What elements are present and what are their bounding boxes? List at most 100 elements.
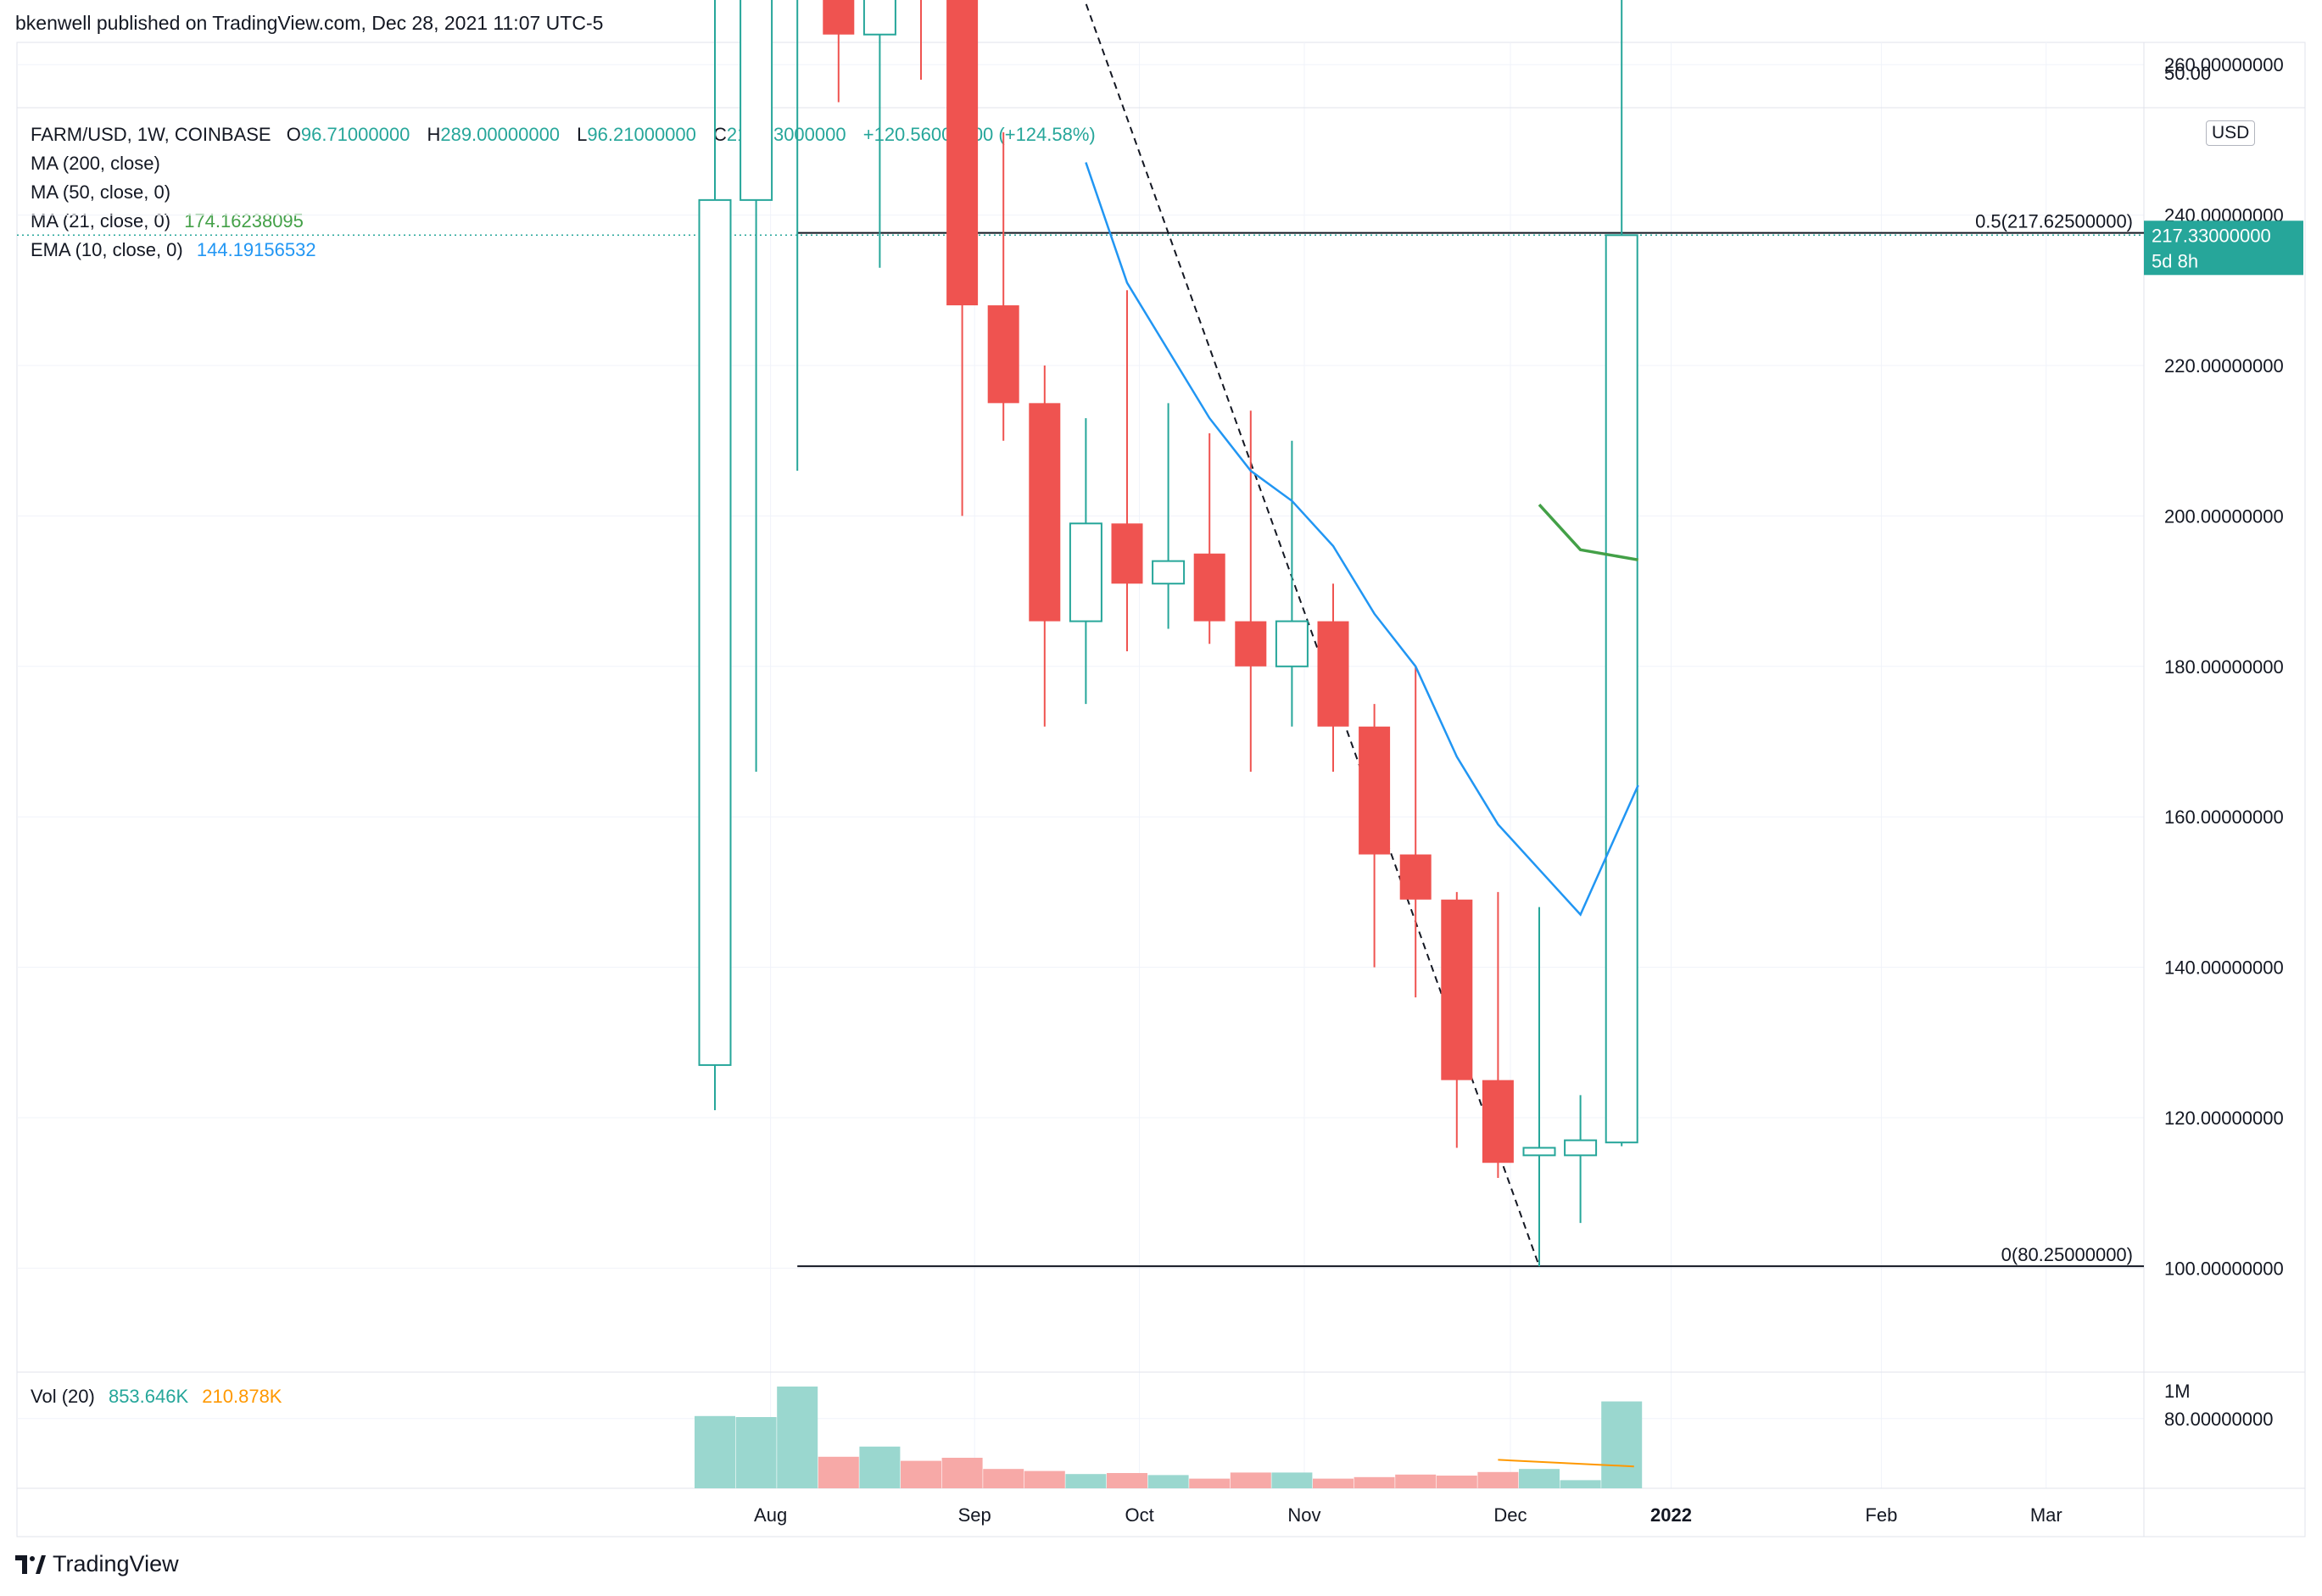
price-axis-label: 50.00 <box>2164 63 2211 84</box>
low-value: 96.21000000 <box>587 124 696 145</box>
ma21-legend[interactable]: MA (21, close, 0) 174.16238095 <box>31 210 304 232</box>
tradingview-logo-icon <box>15 1554 46 1574</box>
candle-body-up <box>1522 1147 1556 1157</box>
volume-ma-value: 210.878K <box>202 1386 282 1407</box>
candle-body-down <box>946 0 979 306</box>
ema10-label: EMA (10, close, 0) <box>31 239 183 260</box>
countdown-label: 5d 8h <box>2152 250 2198 271</box>
volume-bar <box>1560 1480 1601 1488</box>
volume-axis-label: 1M <box>2164 1381 2191 1402</box>
change-value: +120.56000000 (+124.58%) <box>862 124 1096 145</box>
time-axis-label: Feb <box>1865 1504 1897 1526</box>
candle-body-down <box>1441 899 1473 1080</box>
volume-bar <box>1519 1469 1560 1488</box>
attribution-text: bkenwell published on TradingView.com, D… <box>15 12 604 34</box>
volume-bar <box>1477 1471 1519 1488</box>
candle-body-up <box>862 0 896 36</box>
currency-button[interactable]: USD <box>2206 120 2256 146</box>
candle-body-up <box>1564 1139 1598 1157</box>
chart-frame <box>16 42 2306 1537</box>
volume-bar <box>983 1469 1024 1488</box>
volume-bar <box>1601 1401 1643 1488</box>
candle-body-up <box>1069 522 1102 622</box>
time-axis-label: Aug <box>754 1504 787 1526</box>
close-label: C <box>713 124 727 145</box>
low-label: L <box>577 124 588 145</box>
volume-bar <box>735 1417 777 1488</box>
volume-label: Vol (20) <box>31 1386 95 1407</box>
candle-body-down <box>1317 621 1349 727</box>
ma50-label: MA (50, close, 0) <box>31 181 171 203</box>
time-axis-label: 2022 <box>1650 1504 1692 1526</box>
candle-body-down <box>1235 621 1267 667</box>
candle-body-up <box>698 198 732 1066</box>
candle-body-up <box>1275 620 1309 667</box>
volume-bar <box>1436 1476 1477 1488</box>
tradingview-logo-text: TradingView <box>53 1551 179 1576</box>
tradingview-logo[interactable]: TradingView <box>15 1551 179 1577</box>
price-axis-label: 200.00000000 <box>2164 505 2284 527</box>
current-price-tag <box>2144 220 2303 276</box>
volume-bar <box>941 1458 983 1488</box>
high-value: 289.00000000 <box>440 124 561 145</box>
candle-body-down <box>1111 523 1143 584</box>
ema10-value: 144.19156532 <box>196 239 316 260</box>
candle-body-up <box>1152 560 1186 585</box>
time-axis-label: Nov <box>1287 1504 1320 1526</box>
open-value: 96.71000000 <box>300 124 410 145</box>
volume-bar <box>901 1460 941 1488</box>
ema10-line <box>1085 162 1639 917</box>
volume-value: 853.646K <box>108 1386 189 1407</box>
time-axis-label: Mar <box>2030 1504 2062 1526</box>
candle-body-up <box>1605 234 1638 1144</box>
ema10-legend[interactable]: EMA (10, close, 0) 144.19156532 <box>31 239 316 261</box>
candle-body-down <box>1399 854 1432 900</box>
volume-bar <box>1147 1475 1189 1488</box>
ma21-line <box>1538 503 1638 561</box>
volume-bar <box>1395 1474 1437 1488</box>
trend-line <box>1083 0 1540 1267</box>
price-axis-label: 100.00000000 <box>2164 1258 2284 1279</box>
ma200-label: MA (200, close) <box>31 153 160 174</box>
volume-bar <box>1230 1472 1271 1488</box>
time-axis-label: Oct <box>1125 1504 1153 1526</box>
candle-body-down <box>1482 1080 1514 1164</box>
volume-bar <box>1065 1474 1107 1488</box>
symbol-name: FARM/USD, 1W, COINBASE <box>31 124 271 145</box>
ma21-label: MA (21, close, 0) <box>31 210 171 232</box>
volume-bar <box>1107 1473 1147 1488</box>
fib-level-label: 0(80.25000000) <box>2001 1244 2133 1265</box>
volume-ma-line <box>1498 1459 1634 1468</box>
volume-bar <box>1024 1470 1065 1488</box>
price-axis-label: 180.00000000 <box>2164 656 2284 678</box>
ma200-legend[interactable]: MA (200, close) <box>31 153 160 175</box>
volume-bar <box>695 1415 735 1488</box>
ma21-value: 174.16238095 <box>184 210 304 232</box>
volume-bar <box>1354 1476 1395 1488</box>
volume-bar <box>777 1387 818 1488</box>
time-axis-label: Dec <box>1493 1504 1527 1526</box>
price-axis-label: 140.00000000 <box>2164 957 2284 979</box>
candle-body-up <box>740 0 773 201</box>
candle-body-down <box>1359 726 1391 855</box>
volume-bar <box>1313 1478 1354 1488</box>
volume-bar <box>1271 1472 1313 1488</box>
candle-body-down <box>987 305 1019 404</box>
fib-level-label: 0.5(217.62500000) <box>1975 211 2133 232</box>
price-axis-label: 220.00000000 <box>2164 355 2284 377</box>
price-axis-label: 260.00000000 <box>2164 54 2284 75</box>
open-label: O <box>286 124 301 145</box>
candle-body-down <box>1193 553 1225 622</box>
ma50-legend[interactable]: MA (50, close, 0) <box>31 181 170 204</box>
price-axis-label: 120.00000000 <box>2164 1108 2284 1129</box>
high-label: H <box>427 124 441 145</box>
volume-legend[interactable]: Vol (20) 853.646K 210.878K <box>31 1386 282 1408</box>
candle-body-down <box>1029 403 1061 622</box>
price-axis-label: 80.00000000 <box>2164 1409 2273 1430</box>
candle-body-down <box>823 0 855 35</box>
volume-bar <box>859 1446 901 1488</box>
time-axis-label: Sep <box>958 1504 991 1526</box>
volume-bar <box>818 1456 859 1488</box>
volume-bar <box>1189 1478 1231 1488</box>
